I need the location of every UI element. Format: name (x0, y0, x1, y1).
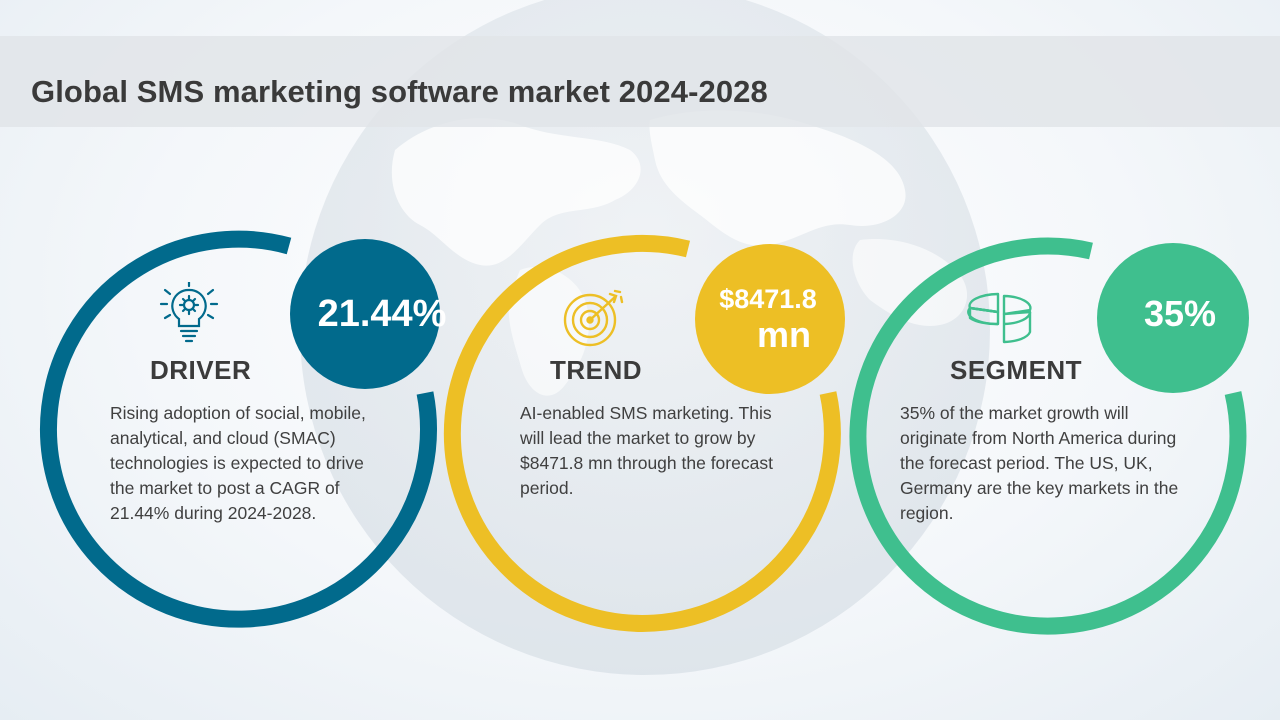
trend-text: AI-enabled SMS marketing. This will lead… (520, 403, 773, 498)
trend-stat-unit: mn (757, 314, 811, 355)
pie-chart-icon (967, 292, 1032, 344)
page-title: Global SMS marketing software market 202… (31, 74, 768, 109)
trend-stat-value: $8471.8 (719, 284, 817, 314)
driver-stat-bubble: 21.44% (290, 239, 446, 389)
driver-stat-value: 21.44% (317, 292, 447, 335)
lightbulb-gear-icon (159, 282, 219, 343)
trend-heading: TREND (550, 355, 643, 385)
trend-ring (443, 234, 841, 632)
driver-text: Rising adoption of social, mobile, analy… (110, 403, 366, 523)
segment-stat-value: 35% (1143, 293, 1217, 334)
trend-stat-bubble: $8471.8 mn (695, 244, 845, 394)
title-band (0, 36, 1280, 127)
segment-ring (849, 237, 1247, 635)
segment-heading: SEGMENT (950, 355, 1083, 385)
driver-ring (40, 230, 437, 628)
segment-stat-bubble: 35% (1097, 243, 1249, 393)
driver-heading: DRIVER (150, 355, 252, 385)
target-arrow-icon (563, 289, 624, 347)
segment-text: 35% of the market growth will originate … (900, 403, 1179, 523)
